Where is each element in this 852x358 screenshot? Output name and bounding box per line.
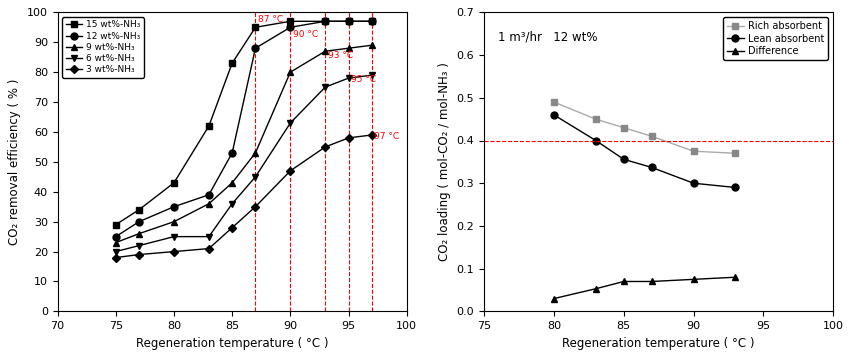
12 wt%-NH₃ <box>343 19 354 24</box>
Difference <box>688 277 699 281</box>
15 wt%-NH₃ <box>285 19 296 24</box>
9 wt%-NH₃ <box>111 241 121 245</box>
15 wt%-NH₃ <box>320 19 331 24</box>
6 wt%-NH₃ <box>134 243 144 248</box>
6 wt%-NH₃ <box>204 234 214 239</box>
3 wt%-NH₃ <box>111 255 121 260</box>
Lean absorbent <box>549 113 559 117</box>
3 wt%-NH₃ <box>169 250 179 254</box>
Rich absorbent <box>730 151 740 155</box>
Y-axis label: CO₂ removal efficiency ( % ): CO₂ removal efficiency ( % ) <box>9 79 21 245</box>
15 wt%-NH₃ <box>366 19 377 24</box>
Legend: Rich absorbent, Lean absorbent, Difference: Rich absorbent, Lean absorbent, Differen… <box>722 17 828 60</box>
Difference <box>619 279 629 284</box>
Lean absorbent <box>647 165 657 170</box>
12 wt%-NH₃ <box>366 19 377 24</box>
Difference <box>730 275 740 279</box>
Line: 3 wt%-NH₃: 3 wt%-NH₃ <box>113 132 375 260</box>
6 wt%-NH₃ <box>169 234 179 239</box>
3 wt%-NH₃ <box>320 145 331 149</box>
9 wt%-NH₃ <box>285 70 296 74</box>
Difference <box>590 287 601 291</box>
Y-axis label: CO₂ loading ( mol-CO₂ / mol-NH₃ ): CO₂ loading ( mol-CO₂ / mol-NH₃ ) <box>438 62 451 261</box>
Rich absorbent <box>619 126 629 130</box>
15 wt%-NH₃ <box>250 25 261 29</box>
12 wt%-NH₃ <box>111 234 121 239</box>
6 wt%-NH₃ <box>111 250 121 254</box>
Lean absorbent <box>619 157 629 161</box>
Text: 87 °C: 87 °C <box>258 15 283 24</box>
6 wt%-NH₃ <box>343 76 354 80</box>
Lean absorbent <box>730 185 740 190</box>
Line: 12 wt%-NH₃: 12 wt%-NH₃ <box>112 18 375 240</box>
3 wt%-NH₃ <box>343 136 354 140</box>
12 wt%-NH₃ <box>204 193 214 197</box>
15 wt%-NH₃ <box>204 124 214 128</box>
12 wt%-NH₃ <box>169 204 179 209</box>
Rich absorbent <box>590 117 601 121</box>
9 wt%-NH₃ <box>204 202 214 206</box>
X-axis label: Regeneration temperature ( °C ): Regeneration temperature ( °C ) <box>562 337 755 350</box>
6 wt%-NH₃ <box>320 85 331 89</box>
Rich absorbent <box>549 100 559 104</box>
9 wt%-NH₃ <box>134 232 144 236</box>
15 wt%-NH₃ <box>111 223 121 227</box>
15 wt%-NH₃ <box>227 61 237 65</box>
15 wt%-NH₃ <box>343 19 354 24</box>
12 wt%-NH₃ <box>227 151 237 155</box>
3 wt%-NH₃ <box>204 246 214 251</box>
Rich absorbent <box>647 134 657 139</box>
9 wt%-NH₃ <box>320 49 331 53</box>
Line: Difference: Difference <box>550 274 739 302</box>
Legend: 15 wt%-NH₃, 12 wt%-NH₃, 9 wt%-NH₃, 6 wt%-NH₃, 3 wt%-NH₃: 15 wt%-NH₃, 12 wt%-NH₃, 9 wt%-NH₃, 6 wt%… <box>62 17 144 78</box>
Text: 1 m³/hr   12 wt%: 1 m³/hr 12 wt% <box>498 30 597 43</box>
15 wt%-NH₃ <box>169 181 179 185</box>
9 wt%-NH₃ <box>250 151 261 155</box>
3 wt%-NH₃ <box>134 252 144 257</box>
3 wt%-NH₃ <box>227 226 237 230</box>
9 wt%-NH₃ <box>343 46 354 50</box>
Text: 93 °C: 93 °C <box>327 51 353 60</box>
Difference <box>647 279 657 284</box>
12 wt%-NH₃ <box>320 19 331 24</box>
9 wt%-NH₃ <box>169 219 179 224</box>
6 wt%-NH₃ <box>285 121 296 125</box>
Lean absorbent <box>688 181 699 185</box>
3 wt%-NH₃ <box>366 133 377 137</box>
3 wt%-NH₃ <box>285 169 296 173</box>
Rich absorbent <box>688 149 699 153</box>
Line: 9 wt%-NH₃: 9 wt%-NH₃ <box>112 42 375 246</box>
Line: Rich absorbent: Rich absorbent <box>550 98 739 157</box>
6 wt%-NH₃ <box>366 73 377 77</box>
Text: 95 °C: 95 °C <box>351 75 376 84</box>
3 wt%-NH₃ <box>250 204 261 209</box>
Lean absorbent <box>590 138 601 142</box>
Line: Lean absorbent: Lean absorbent <box>550 111 739 191</box>
Text: 90 °C: 90 °C <box>293 30 318 39</box>
6 wt%-NH₃ <box>227 202 237 206</box>
6 wt%-NH₃ <box>250 175 261 179</box>
X-axis label: Regeneration temperature ( °C ): Regeneration temperature ( °C ) <box>136 337 328 350</box>
12 wt%-NH₃ <box>134 219 144 224</box>
Text: 97 °C: 97 °C <box>374 132 400 141</box>
15 wt%-NH₃ <box>134 208 144 212</box>
Line: 6 wt%-NH₃: 6 wt%-NH₃ <box>112 72 375 255</box>
Difference <box>549 296 559 301</box>
Line: 15 wt%-NH₃: 15 wt%-NH₃ <box>112 18 375 228</box>
9 wt%-NH₃ <box>366 43 377 47</box>
12 wt%-NH₃ <box>285 25 296 29</box>
12 wt%-NH₃ <box>250 46 261 50</box>
9 wt%-NH₃ <box>227 181 237 185</box>
